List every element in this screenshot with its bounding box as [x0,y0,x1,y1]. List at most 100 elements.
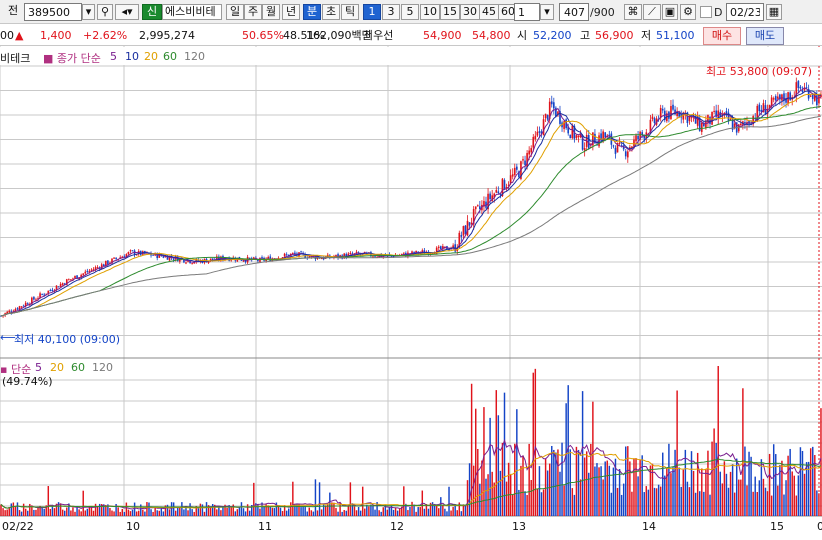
candle [392,255,395,258]
candle [501,178,504,197]
code-dropdown-button[interactable]: ▾ [82,4,95,20]
calendar-button[interactable]: ▦ [766,4,782,20]
candle [35,299,37,301]
mode-label[interactable]: 전 [7,4,19,17]
volume-bar [327,503,329,516]
candle [123,256,126,258]
candle [65,279,68,286]
unit-input[interactable] [514,3,540,21]
period-tab-0[interactable]: 일 [226,4,244,20]
candle [678,112,681,117]
candle [583,148,586,151]
volume-bar [240,502,243,516]
candle [524,160,526,165]
settings-button[interactable]: ⚙ [680,4,696,20]
candle [96,267,99,269]
period-tab-3[interactable]: 년 [282,4,300,20]
volume-bar [359,510,362,516]
volume-bar [618,469,621,516]
interval-tab-1[interactable]: 1 [363,4,381,20]
volume-bar [653,487,656,516]
volume-bar [45,505,47,516]
volume-bar [43,508,45,516]
session-low-label: 최저 40,100 (09:00) [14,333,121,346]
volume-bar [684,449,687,516]
candle [472,209,475,225]
save-button[interactable]: ▣ [662,4,678,20]
interval-tab-45[interactable]: 45 [479,4,499,20]
buy-button[interactable]: 매수 [703,27,741,45]
candle [643,135,646,139]
candle [59,284,62,287]
chart-tools-button[interactable]: ⌘ [624,4,642,20]
interval-tab-30[interactable]: 30 [460,4,480,20]
volume-bar [666,467,668,516]
period-tab-4[interactable]: 분 [303,4,321,20]
sell-button[interactable]: 매도 [746,27,784,45]
volume-bar [374,509,376,516]
candle [0,315,2,317]
candle [487,193,489,210]
volume-bar [450,510,452,516]
interval-tab-5[interactable]: 5 [401,4,419,20]
price-change-pct: +2.62% [83,29,128,42]
candle [6,311,9,314]
candle [43,294,46,296]
volume-bar [109,507,111,516]
candle [622,145,625,150]
stock-chart[interactable]: 02/22 10 11 12 13 14 15 0 [0,46,822,540]
volume-bar [218,505,220,516]
interval-tab-3[interactable]: 3 [382,4,400,20]
period-tab-5[interactable]: 초 [322,4,340,20]
candle [641,132,644,135]
candle [68,279,70,281]
period-tab-6[interactable]: 틱 [341,4,359,20]
candle [729,119,732,121]
chevron-down-icon: ▾ [85,5,92,18]
interval-tab-10[interactable]: 10 [420,4,440,20]
volume-bar [53,508,56,516]
volume-bar [103,504,105,516]
volume-bar [105,504,107,516]
candle [507,184,510,186]
search-button[interactable]: ⚲ [97,4,113,20]
volume-bar [152,511,154,516]
date-checkbox[interactable] [700,6,712,18]
volume-bar [446,511,448,516]
volume-bar [643,492,645,516]
candle [563,121,565,129]
volume-bar [563,485,565,516]
volume-bar [47,486,50,516]
volume-bar [479,483,481,516]
candle [84,271,87,274]
candle [411,251,413,254]
volume-bar [713,428,715,516]
period-tab-1[interactable]: 주 [244,4,262,20]
candle [63,283,66,285]
date-input[interactable] [726,3,764,21]
period-tab-2[interactable]: 월 [262,4,280,20]
candle [540,131,543,134]
unit-dropdown-button[interactable]: ▾ [540,4,554,20]
candle [731,120,734,130]
speaker-dropdown-button[interactable]: ◂▾ [115,4,139,20]
volume-bar [493,482,495,516]
interval-tab-15[interactable]: 15 [440,4,460,20]
volume-bar [304,506,306,516]
volume-bar [191,509,193,516]
candle [774,96,777,101]
draw-line-button[interactable]: ⟋ [643,4,661,20]
stock-code-input[interactable] [24,3,82,21]
candle [776,96,779,99]
volume-bar [197,508,200,516]
candle [571,125,574,139]
candle [33,297,35,300]
volume-bar [507,462,510,516]
candle [261,257,263,259]
volume-bar [10,503,13,516]
volume-bar [265,504,267,516]
volume-bar [649,465,652,516]
volume-bar [158,510,160,516]
count-input[interactable] [559,3,589,21]
volume-bar [762,478,765,516]
